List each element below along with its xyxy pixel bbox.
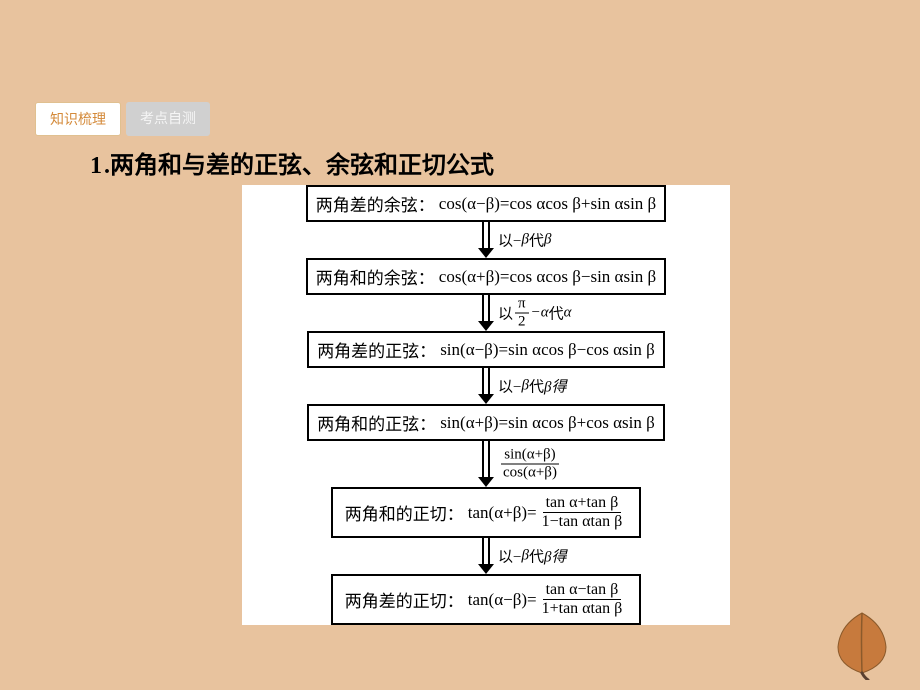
leaf-icon xyxy=(822,605,902,680)
double-arrow-icon xyxy=(476,368,496,404)
formula-sin-diff: 两角差的正弦： sin(α−β)=sin αcos β−cos αsin β xyxy=(307,331,665,368)
heading-number: 1 xyxy=(90,153,102,179)
heading-text: 两角和与差的正弦、余弦和正切公式 xyxy=(110,153,494,179)
double-arrow-icon xyxy=(476,538,496,574)
arrow-4: sin(α+β)cos(α+β) xyxy=(242,441,730,487)
tab-knowledge[interactable]: 知识梳理 xyxy=(35,102,121,136)
arrow-4-label: sin(α+β)cos(α+β) xyxy=(498,448,562,481)
arrow-3-label: 以−β代β得 xyxy=(498,376,566,397)
formula-cos-diff: 两角差的余弦： cos(α−β)=cos αcos β+sin αsin β xyxy=(306,185,666,222)
arrow-2-label: 以 π2 −α代α xyxy=(498,297,571,330)
formula-tan-diff: 两角差的正切： tan(α−β)= tan α−tan β1+tan αtan … xyxy=(331,574,641,625)
arrow-5: 以−β代β得 xyxy=(242,538,730,574)
formula-flowchart: 两角差的余弦： cos(α−β)=cos αcos β+sin αsin β 以… xyxy=(242,185,730,625)
arrow-1-label: 以−β代β xyxy=(498,230,551,251)
formula-tan-sum: 两角和的正切： tan(α+β)= tan α+tan β1−tan αtan … xyxy=(331,487,641,538)
arrow-2: 以 π2 −α代α xyxy=(242,295,730,331)
double-arrow-icon xyxy=(476,222,496,258)
arrow-5-label: 以−β代β得 xyxy=(498,546,566,567)
double-arrow-icon xyxy=(476,295,496,331)
section-heading: 1.两角和与差的正弦、余弦和正切公式 xyxy=(90,145,494,180)
tab-selftest[interactable]: 考点自测 xyxy=(126,102,210,136)
formula-cos-sum: 两角和的余弦： cos(α+β)=cos αcos β−sin αsin β xyxy=(306,258,666,295)
tab-bar: 知识梳理 考点自测 xyxy=(35,102,210,136)
arrow-1: 以−β代β xyxy=(242,222,730,258)
double-arrow-icon xyxy=(476,441,496,487)
formula-sin-sum: 两角和的正弦： sin(α+β)=sin αcos β+cos αsin β xyxy=(307,404,665,441)
arrow-3: 以−β代β得 xyxy=(242,368,730,404)
